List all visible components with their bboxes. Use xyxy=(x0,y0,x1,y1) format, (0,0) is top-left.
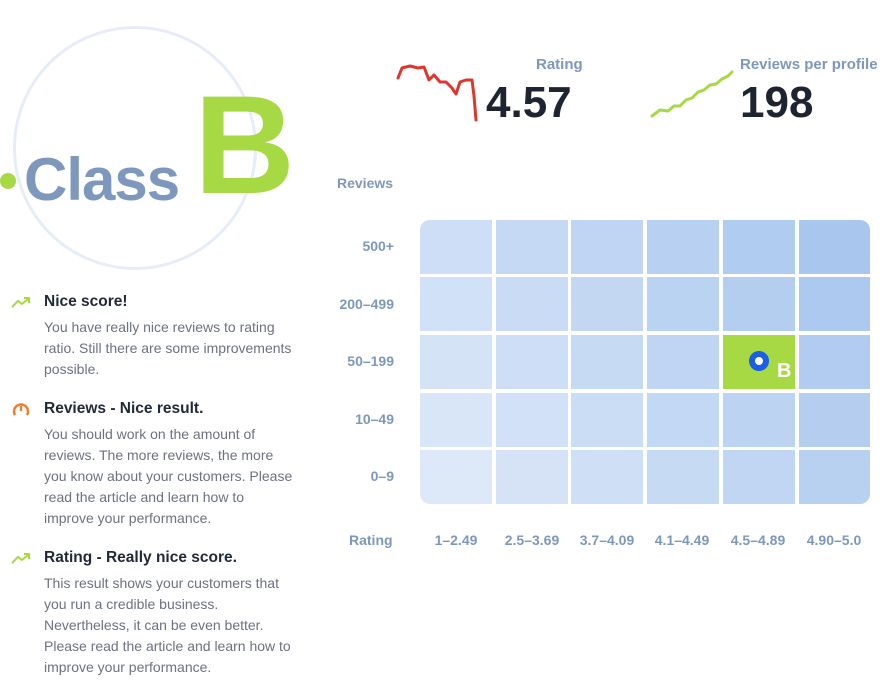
grid-cell xyxy=(496,335,568,389)
y-axis-title: Reviews xyxy=(337,175,394,191)
grid-cell xyxy=(420,277,492,331)
grid-cell xyxy=(723,220,795,274)
rating-reviews-grid: B xyxy=(420,220,870,504)
trending-up-icon xyxy=(10,295,32,309)
grid-cell xyxy=(647,393,719,447)
grid-cell xyxy=(571,277,643,331)
insight-description: This result shows your customers that yo… xyxy=(44,575,291,675)
grid-cell xyxy=(571,335,643,389)
grid-cell xyxy=(420,450,492,504)
grid-cell xyxy=(420,220,492,274)
grid-cell xyxy=(571,393,643,447)
row-label: 0–9 xyxy=(370,468,394,484)
reviews-per-profile-value: 198 xyxy=(740,78,814,127)
row-label: 10–49 xyxy=(355,411,394,427)
grid-cell xyxy=(496,220,568,274)
insight-score: Nice score! You have really nice reviews… xyxy=(10,293,300,383)
current-position-marker xyxy=(749,351,769,371)
grid-cell xyxy=(647,335,719,389)
grid-cell xyxy=(647,450,719,504)
reviews-per-profile-label: Reviews per profile xyxy=(740,56,878,73)
grid-cell xyxy=(723,450,795,504)
grid-cell xyxy=(799,220,870,274)
col-label: 4.5–4.89 xyxy=(730,532,786,548)
grid-cell xyxy=(647,220,719,274)
insight-description: You have really nice reviews to rating r… xyxy=(44,319,292,377)
reviews-trend-sparkline xyxy=(650,70,734,118)
grid-cell xyxy=(799,335,870,389)
col-label: 3.7–4.09 xyxy=(579,532,635,548)
trending-up-icon xyxy=(10,551,32,565)
row-label: 200–499 xyxy=(339,296,394,312)
grid-cell xyxy=(723,393,795,447)
class-label: Class xyxy=(24,146,180,213)
grid-cell xyxy=(571,450,643,504)
row-label: 500+ xyxy=(362,238,394,254)
grid-cell xyxy=(496,277,568,331)
insight-title: Reviews - Nice result. xyxy=(44,400,204,417)
grid-cell xyxy=(799,277,870,331)
class-badge-dot xyxy=(0,173,16,189)
rating-value: 4.57 xyxy=(486,78,572,127)
grid-cell xyxy=(799,393,870,447)
marker-grade-letter: B xyxy=(777,360,792,382)
grid-cell xyxy=(420,393,492,447)
col-label: 2.5–3.69 xyxy=(504,532,560,548)
grid-cell xyxy=(647,277,719,331)
col-label: 4.1–4.49 xyxy=(654,532,710,548)
class-grade-letter: B xyxy=(194,66,296,223)
gauge-icon xyxy=(10,402,32,416)
grid-cell xyxy=(420,335,492,389)
col-label: 1–2.49 xyxy=(434,532,478,548)
insight-rating: Rating - Really nice score. This result … xyxy=(10,549,300,679)
grid-cell xyxy=(496,393,568,447)
insight-title: Nice score! xyxy=(44,293,128,310)
grid-cell xyxy=(496,450,568,504)
insight-reviews: Reviews - Nice result. You should work o… xyxy=(10,400,300,530)
grid-cell xyxy=(799,450,870,504)
insight-description: You should work on the amount of reviews… xyxy=(44,426,293,526)
class-badge-circle xyxy=(13,26,257,270)
col-label: 4.90–5.0 xyxy=(806,532,862,548)
grid-cell xyxy=(723,277,795,331)
row-label: 50–199 xyxy=(347,353,394,369)
rating-trend-sparkline xyxy=(396,64,478,122)
rating-label: Rating xyxy=(536,56,583,73)
grid-cell xyxy=(571,220,643,274)
insight-title: Rating - Really nice score. xyxy=(44,549,237,566)
x-axis-title: Rating xyxy=(349,532,393,548)
